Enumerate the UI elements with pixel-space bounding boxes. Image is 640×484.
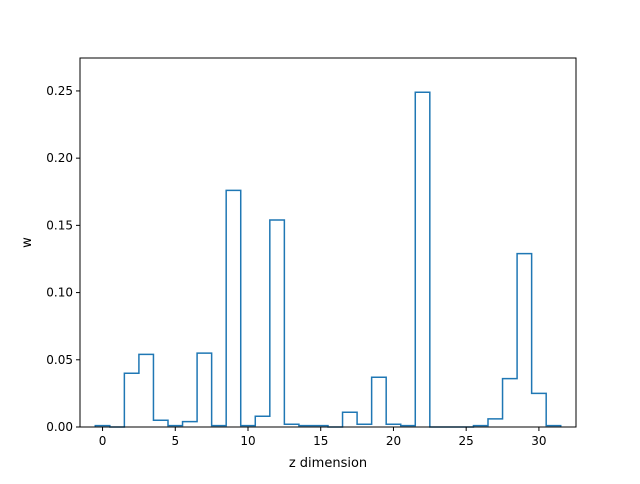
histogram-bin [415, 92, 430, 427]
x-axis-ticks: 0 5 10 15 20 25 30 [99, 427, 547, 448]
histogram-bin [124, 373, 139, 427]
histogram-bin [372, 377, 387, 427]
x-tick-label: 5 [171, 434, 179, 448]
y-tick-label: 0.10 [46, 286, 73, 300]
y-axis-label: w [20, 237, 35, 248]
histogram-bin [270, 220, 285, 427]
histogram-bin [153, 420, 168, 427]
x-tick-label: 10 [240, 434, 255, 448]
histogram-bin [343, 412, 358, 427]
histogram-outline [94, 91, 562, 428]
y-tick-label: 0.05 [46, 353, 73, 367]
histogram-bin [139, 354, 154, 427]
y-axis-ticks: 0.00 0.05 0.10 0.15 0.20 0.25 [46, 84, 80, 434]
histogram-bin [183, 422, 198, 427]
x-tick-label: 15 [313, 434, 328, 448]
x-tick-label: 25 [459, 434, 474, 448]
y-tick-label: 0.20 [46, 151, 73, 165]
histogram-bin [488, 419, 503, 427]
x-tick-label: 30 [531, 434, 546, 448]
y-tick-label: 0.15 [46, 218, 73, 232]
x-tick-label: 20 [386, 434, 401, 448]
histogram-bin [503, 379, 518, 427]
axes-frame [79, 57, 577, 428]
y-tick-label: 0.25 [46, 84, 73, 98]
x-tick-label: 0 [99, 434, 107, 448]
histogram-bin [226, 190, 241, 427]
histogram-bin [532, 393, 547, 427]
histogram-bin [197, 353, 212, 427]
plot-layer [94, 91, 562, 428]
x-axis-label: z dimension [289, 456, 367, 471]
y-tick-label: 0.00 [46, 420, 73, 434]
histogram-bin [517, 254, 532, 427]
histogram-bin [255, 416, 270, 427]
